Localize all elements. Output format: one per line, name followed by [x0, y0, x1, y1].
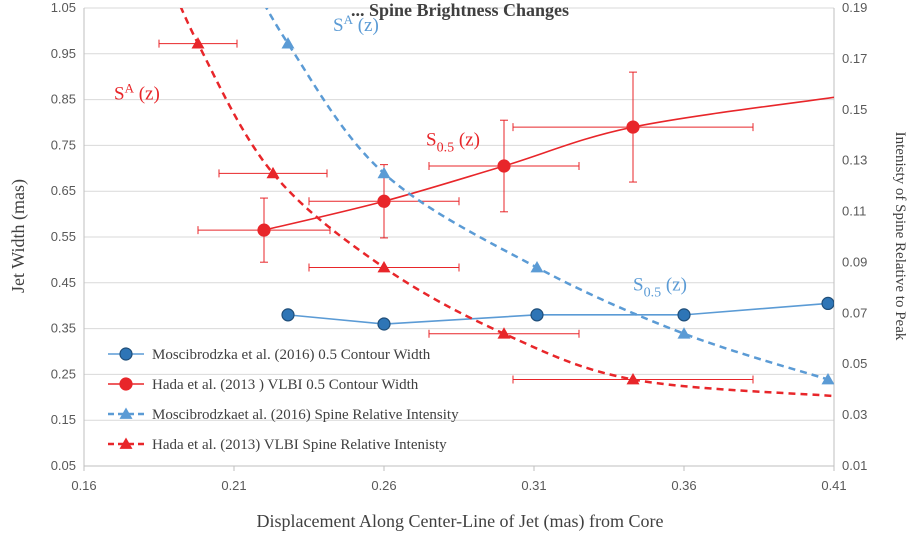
data-point: [377, 194, 391, 208]
series-layer: [158, 8, 834, 398]
y2-tick-label: 0.03: [842, 407, 867, 422]
x-tick-label: 0.36: [671, 478, 696, 493]
data-point: [257, 223, 271, 237]
annotation-label: S0.5 (z): [633, 274, 687, 300]
legend-label: Hada et al. (2013) VLBI Spine Relative I…: [152, 437, 447, 453]
y-tick-label: 0.05: [51, 458, 76, 473]
y-tick-label: 0.25: [51, 366, 76, 381]
data-point: [497, 327, 511, 339]
legend-label: Hada et al. (2013 ) VLBI 0.5 Contour Wid…: [152, 377, 419, 393]
y2-tick-label: 0.13: [842, 153, 867, 168]
y2-tick-label: 0.09: [842, 254, 867, 269]
y2-tick-label: 0.07: [842, 305, 867, 320]
data-point: [530, 261, 544, 273]
chart-title: ... Spine Brightness Changes: [351, 0, 569, 20]
y-tick-label: 1.05: [51, 0, 76, 15]
annotation-label: SA (z): [114, 81, 160, 105]
legend-marker: [119, 347, 133, 361]
y2-tick-label: 0.17: [842, 51, 867, 66]
axis-layer: 0.05 0.15 0.25 0.35 0.45 0.55 0.65 0.75 0.85 0.95…: [51, 0, 868, 493]
data-point: [677, 327, 691, 339]
data-point: [626, 120, 640, 134]
y2-axis-title: Intenisty of Spine Relative to Peak: [892, 132, 908, 341]
grid-layer: [84, 7, 834, 467]
y-axis-title: Jet Width (mas): [8, 179, 29, 293]
series-line: [263, 96, 834, 231]
y-tick-label: 0.35: [51, 321, 76, 336]
data-point: [821, 372, 834, 385]
data-point: [821, 296, 834, 311]
series-line: [265, 8, 829, 381]
x-tick-label: 0.31: [521, 478, 546, 493]
data-point: [497, 159, 511, 173]
y-tick-label: 0.65: [51, 183, 76, 198]
data-point: [281, 308, 295, 322]
y-tick-label: 0.15: [51, 412, 76, 427]
x-tick-label: 0.21: [221, 478, 246, 493]
annotation-label: SA (z): [333, 12, 379, 36]
legend-marker: [119, 437, 133, 449]
x-tick-label: 0.41: [821, 478, 846, 493]
legend-label: Moscibrodzkaet al. (2016) Spine Relative…: [152, 407, 459, 423]
legend: Moscibrodzka et al. (2016) 0.5 Contour W…: [108, 347, 459, 453]
series-2: [265, 8, 834, 385]
x-tick-label: 0.16: [71, 478, 96, 493]
y-tick-label: 0.55: [51, 229, 76, 244]
legend-marker: [119, 377, 133, 391]
y2-tick-label: 0.11: [842, 204, 866, 219]
data-point: [377, 317, 391, 331]
y2-tick-label: 0.19: [842, 0, 867, 15]
legend-marker: [119, 407, 133, 419]
legend-label: Moscibrodzka et al. (2016) 0.5 Contour W…: [152, 347, 431, 363]
series-3: [158, 8, 834, 398]
x-axis-title: Displacement Along Center-Line of Jet (m…: [256, 511, 663, 532]
data-point: [377, 261, 391, 273]
y-tick-label: 0.95: [51, 46, 76, 61]
y-tick-label: 0.85: [51, 92, 76, 107]
y2-tick-label: 0.01: [842, 458, 867, 473]
data-point: [377, 166, 391, 179]
data-point: [191, 37, 205, 49]
y2-tick-label: 0.05: [842, 356, 867, 371]
data-point: [266, 166, 280, 179]
x-tick-label: 0.26: [371, 478, 396, 493]
data-point: [530, 308, 544, 322]
y-tick-label: 0.45: [51, 275, 76, 290]
data-point: [677, 308, 691, 322]
y2-tick-label: 0.15: [842, 102, 867, 117]
annotation-layer: SA (z) SA (z) S0.5 (z) S0.5 (z): [114, 12, 687, 301]
annotation-label: S0.5 (z): [426, 129, 480, 155]
series-1: [197, 71, 834, 263]
data-point: [281, 37, 295, 49]
series-line: [179, 8, 834, 398]
data-point: [626, 372, 640, 385]
series-0: [281, 296, 834, 331]
series-line: [287, 302, 829, 325]
y-tick-label: 0.75: [51, 137, 76, 152]
